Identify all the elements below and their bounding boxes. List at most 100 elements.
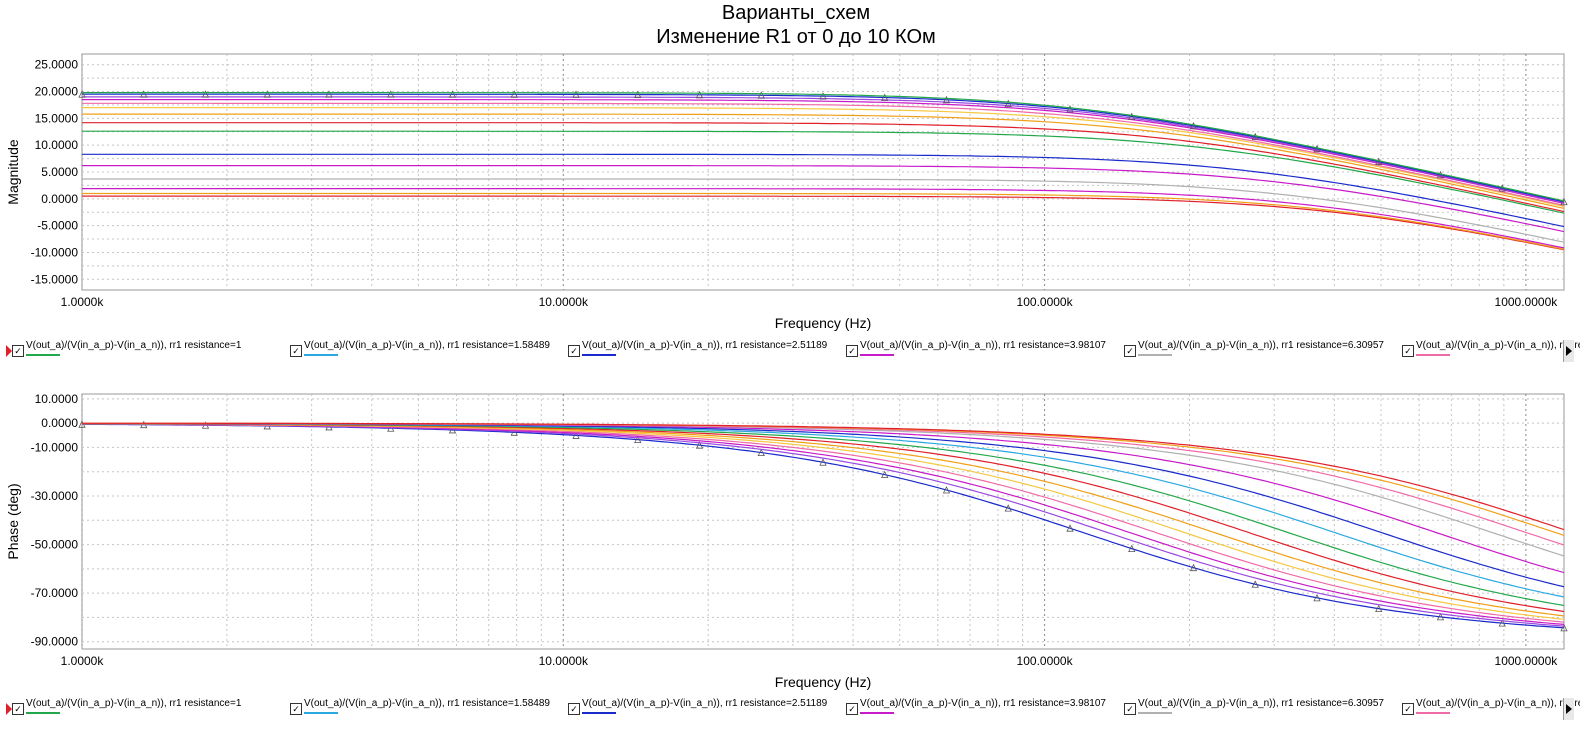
data-point-marker [634,90,642,98]
series-line [82,102,1564,206]
legend-item[interactable]: ✓V(out_a)/(V(in_a_p)-V(in_a_n)), rr1 res… [566,340,840,362]
series-line [82,122,1564,213]
legend-item[interactable]: ✓V(out_a)/(V(in_a_p)-V(in_a_n)), rr1 res… [1400,698,1580,720]
x-tick-label: 10.0000k [539,295,589,309]
series-line [82,106,1564,207]
data-point-marker [881,470,889,479]
legend-checkbox[interactable]: ✓ [1124,345,1136,357]
chart-title: Варианты_схем [721,2,871,24]
y-tick-label: 0.0000 [41,192,78,206]
legend-item[interactable]: ✓V(out_a)/(V(in_a_p)-V(in_a_n)), rr1 res… [844,698,1118,720]
legend-item[interactable]: ✓V(out_a)/(V(in_a_p)-V(in_a_n)), rr1 res… [1122,698,1396,720]
data-point-marker [510,428,518,436]
x-axis-label: Frequency (Hz) [775,674,871,690]
data-point-marker [819,92,827,100]
data-point-marker [1189,563,1198,572]
legend-checkbox[interactable]: ✓ [1402,703,1414,715]
series-line [82,422,1564,531]
data-point-marker [78,90,86,98]
data-point-marker [942,95,951,104]
data-point-marker [325,90,333,98]
legend-label: V(out_a)/(V(in_a_p)-V(in_a_n)), rr1 resi… [860,698,1106,709]
legend-label: V(out_a)/(V(in_a_p)-V(in_a_n)), rr1 resi… [582,698,828,709]
y-tick-label: -5.0000 [37,219,78,233]
chart-subtitle: Изменение R1 от 0 до 10 КОм [656,26,936,48]
data-point-marker [634,435,642,444]
data-point-marker [1436,612,1445,621]
series-line [82,93,1564,203]
data-point-marker [387,90,395,98]
data-point-marker [572,90,580,98]
data-point-marker [757,91,765,99]
data-point-marker [448,426,457,434]
legend-item[interactable]: ✓V(out_a)/(V(in_a_p)-V(in_a_n)), rr1 res… [1122,340,1396,362]
data-point-marker [695,441,704,449]
phase-plot[interactable]: -90.0000 -70.0000 -50.0000 -30.0000 -10.0000… [0,384,1592,696]
legend-checkbox[interactable]: ✓ [568,703,580,715]
x-tick-label: 1000.0000k [1495,654,1559,668]
data-point-marker [1313,144,1321,153]
plot-area [81,393,1565,650]
data-point-marker [819,458,827,466]
legend-item[interactable]: ✓V(out_a)/(V(in_a_p)-V(in_a_n)), rr1 res… [844,340,1118,362]
data-point-marker [1560,623,1568,632]
legend-checkbox[interactable]: ✓ [846,345,858,357]
legend-swatch [1138,712,1172,714]
y-tick-label: 10.0000 [35,392,79,406]
legend-swatch [26,354,60,356]
legend-checkbox[interactable]: ✓ [568,345,580,357]
legend-magnitude: ✓ V(out_a)/(V(in_a_p)-V(in_a_n)), rr1 res… [6,340,1580,362]
y-tick-label: -30.0000 [31,489,79,503]
legend-checkbox[interactable]: ✓ [846,703,858,715]
y-tick-label: -70.0000 [31,586,79,600]
legend-checkbox[interactable]: ✓ [1124,703,1136,715]
legend-label: V(out_a)/(V(in_a_p)-V(in_a_n)), rr1 resi… [1138,698,1384,709]
series-line [82,192,1564,250]
data-point-marker [1251,580,1259,588]
y-tick-label: 25.0000 [35,58,79,72]
x-tick-label: 10.0000k [539,654,589,668]
data-point-marker [1498,619,1506,627]
legend-checkbox[interactable]: ✓ [290,345,302,357]
legend-checkbox[interactable]: ✓ [12,703,24,715]
x-tick-label: 100.0000k [1017,295,1074,309]
legend-item[interactable]: ✓V(out_a)/(V(in_a_p)-V(in_a_n)), rr1 res… [566,698,840,720]
legend-swatch [860,354,894,356]
legend-item[interactable]: ✓V(out_a)/(V(in_a_p)-V(in_a_n)), rr1 res… [1400,340,1580,362]
data-point-marker [881,93,889,101]
legend-active-marker [6,345,12,357]
data-point-marker [1128,544,1136,553]
legend-swatch [1416,712,1450,714]
legend-checkbox[interactable]: ✓ [12,345,24,357]
legend-item[interactable]: ✓V(out_a)/(V(in_a_p)-V(in_a_n)), rr1 res… [10,340,284,362]
x-tick-label: 1.0000k [61,295,105,309]
legend-scroll-right-button[interactable] [1563,698,1574,720]
x-tick-label: 100.0000k [1017,654,1074,668]
legend-swatch [304,712,338,714]
series-line [82,164,1564,233]
series-line [82,153,1564,228]
legend-swatch [860,712,894,714]
y-tick-label: 15.0000 [35,111,79,125]
legend-swatch [26,712,60,714]
data-point-marker [448,90,457,98]
legend-item[interactable]: ✓V(out_a)/(V(in_a_p)-V(in_a_n)), rr1 res… [288,698,562,720]
legend-checkbox[interactable]: ✓ [1402,345,1414,357]
legend-item[interactable]: ✓V(out_a)/(V(in_a_p)-V(in_a_n)), rr1 res… [10,698,284,720]
legend-label: V(out_a)/(V(in_a_p)-V(in_a_n)), rr1 resi… [304,340,550,351]
legend-checkbox[interactable]: ✓ [290,703,302,715]
legend-swatch [582,354,616,356]
magnitude-plot[interactable]: -15.0000 -10.0000 -5.0000 0.0000 5.0000 10.00… [0,48,1592,338]
legend-scroll-right-button[interactable] [1563,340,1574,362]
x-axis-label: Frequency (Hz) [775,315,871,331]
data-point-marker [1066,105,1074,113]
legend-item[interactable]: ✓V(out_a)/(V(in_a_p)-V(in_a_n)), rr1 res… [288,340,562,362]
data-point-marker [572,431,580,439]
data-point-marker [1004,99,1012,107]
y-tick-label: -10.0000 [31,440,79,454]
data-point-marker [1313,593,1321,602]
legend-swatch [1416,354,1450,356]
y-axis-label: Magnitude [5,139,21,205]
legend-label: V(out_a)/(V(in_a_p)-V(in_a_n)), rr1 resi… [582,340,828,351]
legend-label: V(out_a)/(V(in_a_p)-V(in_a_n)), rr1 resi… [1138,340,1384,351]
